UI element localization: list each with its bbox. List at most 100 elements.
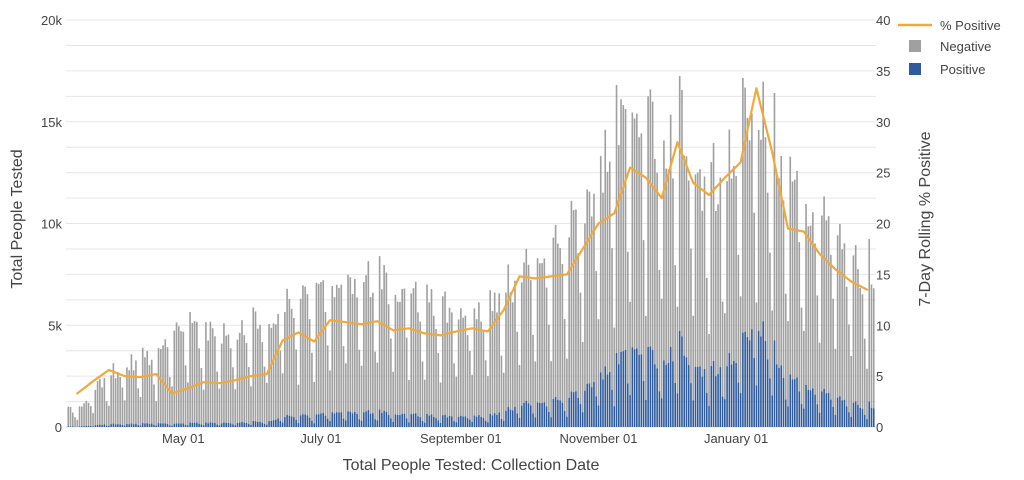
bar-negative[interactable] bbox=[841, 249, 843, 401]
bar-positive[interactable] bbox=[130, 423, 133, 427]
bar-negative[interactable] bbox=[410, 293, 413, 415]
bar-negative[interactable] bbox=[649, 89, 652, 347]
bar-positive[interactable] bbox=[277, 418, 279, 427]
bar-negative[interactable] bbox=[640, 133, 643, 355]
bar-negative[interactable] bbox=[866, 368, 868, 420]
bar-positive[interactable] bbox=[372, 413, 374, 427]
bar-positive[interactable] bbox=[568, 397, 570, 427]
bar-negative[interactable] bbox=[796, 170, 798, 378]
bar-negative[interactable] bbox=[629, 301, 631, 396]
bar-negative[interactable] bbox=[365, 275, 367, 412]
bar-negative[interactable] bbox=[823, 196, 825, 389]
bar-negative[interactable] bbox=[557, 243, 559, 400]
bar-positive[interactable] bbox=[830, 399, 832, 427]
bar-negative[interactable] bbox=[356, 297, 358, 414]
bar-negative[interactable] bbox=[764, 137, 767, 341]
bar-positive[interactable] bbox=[220, 423, 223, 427]
bar-negative[interactable] bbox=[322, 280, 325, 413]
bar-positive[interactable] bbox=[748, 340, 751, 427]
bar-positive[interactable] bbox=[570, 391, 573, 427]
bar-negative[interactable] bbox=[568, 237, 570, 398]
bar-negative[interactable] bbox=[349, 277, 352, 412]
bar-negative[interactable] bbox=[180, 331, 182, 424]
bar-positive[interactable] bbox=[539, 403, 541, 427]
bar-positive[interactable] bbox=[523, 402, 525, 427]
bar-negative[interactable] bbox=[550, 361, 552, 418]
bar-positive[interactable] bbox=[714, 376, 717, 427]
bar-positive[interactable] bbox=[575, 391, 577, 427]
bar-negative[interactable] bbox=[742, 77, 744, 333]
bar-negative[interactable] bbox=[520, 282, 523, 406]
bar-negative[interactable] bbox=[92, 413, 94, 427]
bar-negative[interactable] bbox=[175, 322, 178, 424]
bar-negative[interactable] bbox=[678, 76, 681, 331]
bar-positive[interactable] bbox=[297, 423, 300, 427]
bar-negative[interactable] bbox=[773, 92, 776, 341]
bar-positive[interactable] bbox=[651, 350, 654, 427]
bar-negative[interactable] bbox=[658, 269, 661, 392]
bar-negative[interactable] bbox=[733, 166, 735, 361]
bar-positive[interactable] bbox=[462, 416, 464, 427]
bar-negative[interactable] bbox=[602, 192, 604, 380]
bar-negative[interactable] bbox=[421, 361, 424, 421]
bar-positive[interactable] bbox=[135, 423, 137, 427]
bar-positive[interactable] bbox=[446, 417, 449, 427]
bar-positive[interactable] bbox=[872, 408, 875, 427]
bar-negative[interactable] bbox=[868, 239, 871, 402]
bar-negative[interactable] bbox=[76, 419, 79, 427]
bar-positive[interactable] bbox=[196, 422, 198, 427]
bar-negative[interactable] bbox=[613, 327, 616, 407]
bar-positive[interactable] bbox=[663, 360, 665, 427]
bar-positive[interactable] bbox=[90, 426, 92, 427]
bar-negative[interactable] bbox=[414, 281, 417, 414]
bar-positive[interactable] bbox=[259, 421, 261, 427]
bar-negative[interactable] bbox=[669, 114, 672, 347]
bar-positive[interactable] bbox=[608, 372, 611, 427]
bar-positive[interactable] bbox=[850, 416, 852, 427]
bar-positive[interactable] bbox=[845, 406, 848, 427]
bar-positive[interactable] bbox=[356, 413, 358, 427]
bar-negative[interactable] bbox=[825, 220, 828, 394]
bar-positive[interactable] bbox=[739, 393, 742, 427]
bar-negative[interactable] bbox=[455, 376, 458, 423]
legend-swatch-negative[interactable] bbox=[909, 40, 921, 52]
bar-positive[interactable] bbox=[649, 346, 652, 427]
bar-positive[interactable] bbox=[863, 414, 866, 427]
bar-negative[interactable] bbox=[651, 101, 654, 351]
bar-negative[interactable] bbox=[121, 387, 124, 425]
bar-positive[interactable] bbox=[166, 423, 169, 427]
bar-positive[interactable] bbox=[471, 421, 473, 427]
bar-negative[interactable] bbox=[514, 280, 516, 407]
bar-positive[interactable] bbox=[453, 421, 455, 427]
bar-negative[interactable] bbox=[333, 297, 336, 414]
bar-positive[interactable] bbox=[171, 425, 173, 427]
bar-positive[interactable] bbox=[338, 412, 340, 427]
bar-positive[interactable] bbox=[778, 367, 780, 427]
bar-negative[interactable] bbox=[378, 256, 381, 410]
bar-positive[interactable] bbox=[421, 420, 424, 427]
bar-negative[interactable] bbox=[259, 324, 261, 422]
bar-positive[interactable] bbox=[322, 412, 325, 427]
bar-positive[interactable] bbox=[344, 420, 347, 427]
bar-positive[interactable] bbox=[502, 420, 505, 427]
bar-negative[interactable] bbox=[836, 235, 839, 398]
bar-positive[interactable] bbox=[349, 411, 352, 427]
bar-negative[interactable] bbox=[543, 258, 546, 403]
bar-negative[interactable] bbox=[369, 297, 372, 414]
bar-negative[interactable] bbox=[69, 406, 72, 427]
bar-negative[interactable] bbox=[534, 361, 537, 418]
bar-positive[interactable] bbox=[719, 367, 722, 427]
bar-negative[interactable] bbox=[153, 384, 155, 425]
bar-negative[interactable] bbox=[189, 311, 191, 423]
bar-positive[interactable] bbox=[586, 383, 589, 427]
bar-positive[interactable] bbox=[148, 423, 151, 427]
bar-positive[interactable] bbox=[841, 400, 843, 427]
bar-negative[interactable] bbox=[624, 109, 627, 350]
bar-positive[interactable] bbox=[584, 390, 586, 427]
bar-positive[interactable] bbox=[782, 377, 785, 427]
bar-positive[interactable] bbox=[746, 336, 749, 427]
bar-positive[interactable] bbox=[836, 397, 839, 427]
bar-negative[interactable] bbox=[575, 209, 577, 392]
bar-positive[interactable] bbox=[473, 415, 476, 427]
bar-negative[interactable] bbox=[690, 248, 692, 384]
